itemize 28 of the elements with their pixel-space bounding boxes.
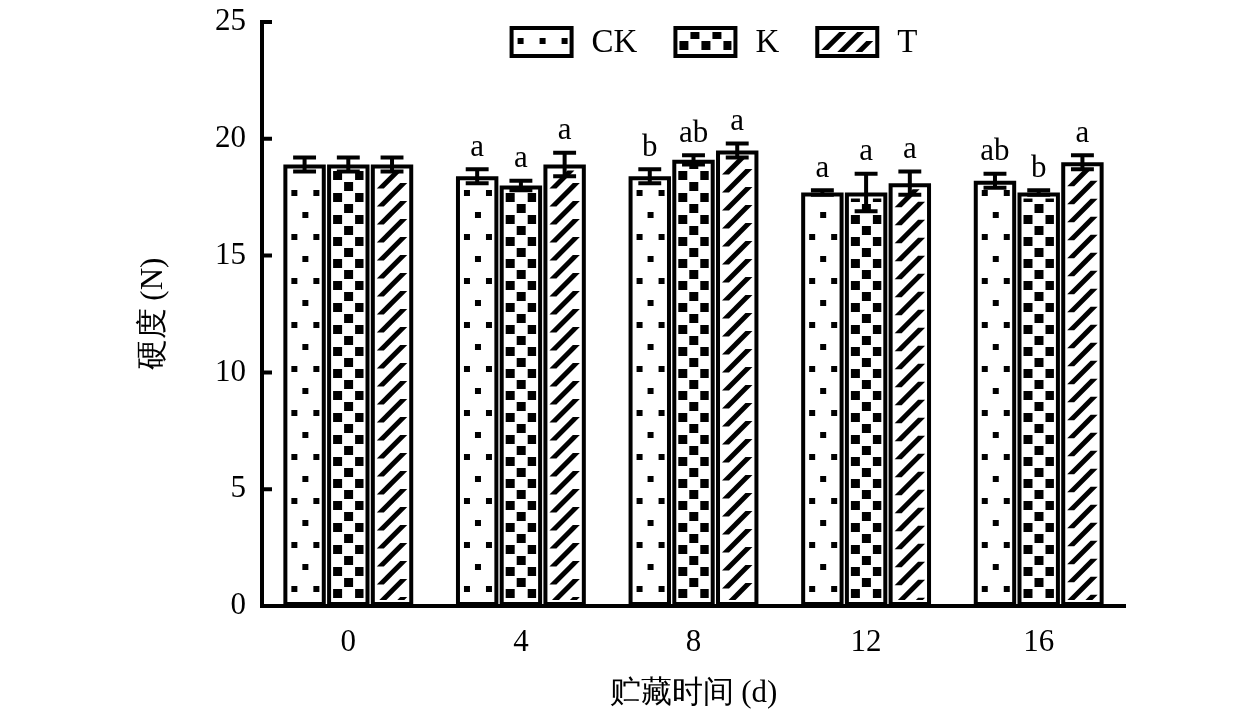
data-label: a xyxy=(859,132,874,168)
y-tick-label: 15 xyxy=(215,235,246,271)
y-tick-label: 0 xyxy=(230,586,246,622)
x-tick-label: 0 xyxy=(340,622,357,658)
legend-label: T xyxy=(897,22,918,59)
data-label: a xyxy=(514,139,529,175)
y-tick-label: 10 xyxy=(215,352,246,388)
y-tick-label: 25 xyxy=(215,2,246,38)
data-label: a xyxy=(557,111,572,147)
x-tick-label: 4 xyxy=(513,622,530,658)
data-label: a xyxy=(730,102,745,138)
x-tick-label: 12 xyxy=(850,622,882,658)
y-tick-label: 20 xyxy=(215,118,246,154)
data-label: a xyxy=(902,130,917,166)
x-axis-title: 贮藏时间 (d) xyxy=(609,673,778,709)
legend-label: CK xyxy=(591,22,638,59)
x-tick-label: 16 xyxy=(1023,622,1055,658)
data-label: a xyxy=(1075,113,1090,149)
legend-label: K xyxy=(755,22,780,59)
y-tick-label: 5 xyxy=(230,469,246,505)
y-axis-title: 硬度 (N) xyxy=(133,257,169,371)
data-label: ab xyxy=(980,132,1010,168)
data-label: b xyxy=(642,127,658,163)
data-label: b xyxy=(1030,148,1047,184)
data-label: a xyxy=(815,148,830,184)
data-label: a xyxy=(470,127,485,163)
x-tick-label: 8 xyxy=(685,622,702,658)
data-label: ab xyxy=(678,113,709,149)
